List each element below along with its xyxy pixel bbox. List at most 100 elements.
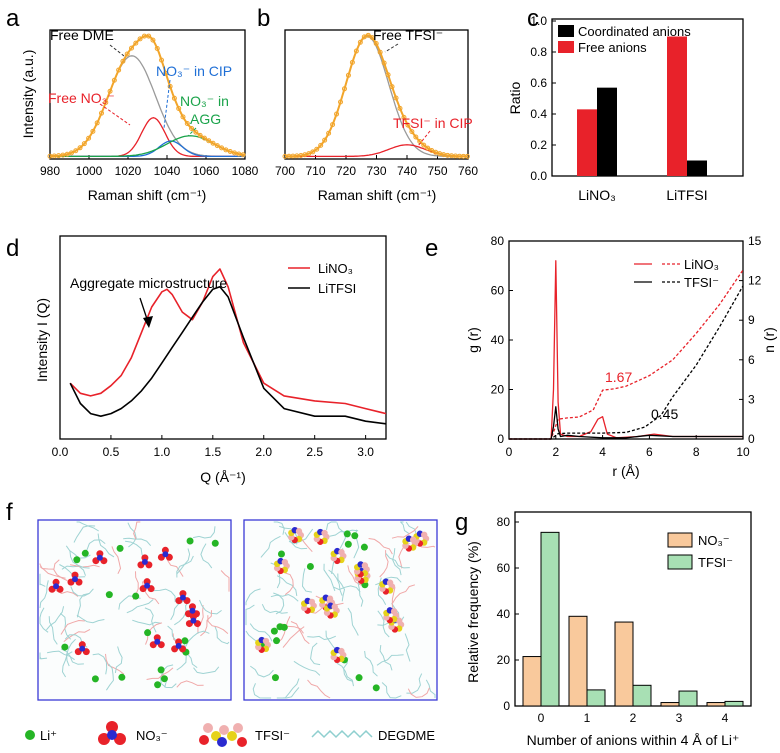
- curves-d: [69, 268, 387, 425]
- no3-nitrogen: [141, 558, 148, 565]
- li-ion: [132, 592, 140, 600]
- annotation-free-dme: Free DME: [50, 27, 114, 43]
- degdme-chain: [197, 605, 204, 634]
- bars-c: [577, 36, 707, 176]
- degdme-chain: [276, 575, 298, 596]
- annotation-1-67: 1.67: [605, 369, 632, 385]
- data-point-a: [124, 51, 130, 57]
- degdme-chain: [65, 545, 91, 559]
- degdme-chain: [214, 625, 230, 645]
- degdme-chain: [245, 588, 261, 606]
- y-tick-label-e-0: 0: [497, 432, 504, 446]
- x-tick-label-g-0: 0: [538, 711, 545, 725]
- no3-nitrogen: [53, 583, 60, 590]
- data-point-b: [381, 60, 387, 66]
- degdme-chain: [392, 548, 402, 576]
- li-ion: [160, 675, 168, 683]
- x-tick-label-g-2: 2: [630, 711, 637, 725]
- degdme-chain: [245, 604, 255, 626]
- degdme-chain: [328, 569, 343, 596]
- no3-nitrogen: [190, 617, 197, 624]
- data-point-a: [111, 77, 117, 83]
- data-point-b: [365, 32, 371, 38]
- x-tick-labels-b: 700 710 720 730 740 750 760: [275, 155, 478, 178]
- data-point-a: [206, 138, 212, 144]
- bar-g-tfsi-4: [724, 700, 744, 707]
- degdme-chain: [336, 662, 354, 687]
- degdme-chain: [126, 599, 154, 614]
- degdme-chain: [407, 687, 430, 698]
- li-ion: [270, 627, 278, 635]
- legend-label-free: Free anions: [578, 40, 647, 55]
- tfsi-atom: [390, 608, 398, 615]
- legend-label-no3-e: LiNO₃: [684, 257, 719, 272]
- degdme-chain: [391, 526, 419, 539]
- x-tick-label-d-0.5: 0.5: [103, 445, 120, 459]
- x-axis-label-e: r (Å): [612, 463, 639, 479]
- bar-g-tfsi-0: [540, 531, 560, 707]
- degdme-chain: [326, 521, 337, 530]
- degdme-chain: [48, 616, 58, 645]
- pointer-free-tfsi: [384, 43, 399, 53]
- data-point-a: [146, 33, 152, 39]
- category-label-linO3: LiNO₃: [578, 187, 616, 203]
- degdme-chain: [284, 572, 294, 596]
- arrow-aggregate-head: [143, 316, 153, 328]
- y2-tick-label-e-0: 0: [748, 432, 755, 446]
- data-point-b: [361, 34, 367, 40]
- data-point-b: [413, 134, 419, 140]
- li-ion: [306, 562, 314, 570]
- degdme-chain: [333, 585, 361, 593]
- tfsi-atom: [421, 531, 428, 538]
- data-point-a: [159, 57, 165, 63]
- bar-c-free-0: [577, 109, 597, 176]
- legend-label-tfsi-e: TFSI⁻: [684, 275, 719, 290]
- degdme-chain: [114, 646, 123, 673]
- degdme-chain: [39, 580, 49, 609]
- bar-g-tfsi-3: [678, 690, 698, 707]
- panel-label-b: b: [257, 5, 270, 32]
- panel-label-a: a: [6, 5, 20, 32]
- data-point-a: [193, 129, 199, 135]
- degdme-chain: [60, 648, 84, 665]
- annotation-no3-in: NO₃⁻ in: [180, 93, 229, 109]
- y-tick-label-g-80: 80: [497, 515, 511, 529]
- li-ion: [360, 543, 368, 551]
- degdme-chain: [379, 550, 389, 578]
- curve-d-litfsi: [69, 286, 387, 425]
- tfsi-atom: [331, 603, 338, 610]
- panel-label-d: d: [6, 235, 19, 262]
- annotation-tfsi-cip: TFSI⁻ in CIP: [393, 115, 473, 131]
- tfsi-atom: [281, 558, 289, 566]
- data-point-b: [409, 129, 415, 135]
- li-ion: [211, 539, 219, 547]
- data-point-b: [318, 142, 324, 148]
- y-tick-label-e-60: 60: [491, 284, 505, 298]
- tfsi-atom: [386, 579, 394, 586]
- x-tick-label-a-1040: 1040: [154, 164, 181, 178]
- degdme-chain: [105, 663, 114, 691]
- data-point-a: [240, 152, 246, 158]
- data-point-a: [98, 110, 104, 116]
- bar-c-coordinated-1: [687, 160, 707, 176]
- degdme-chain: [404, 633, 411, 662]
- bar-g-no3-3: [660, 702, 680, 707]
- degdme-chain: [273, 521, 285, 535]
- degdme-chain: [199, 599, 222, 615]
- degdme-chain: [76, 521, 99, 532]
- pointer-free-dme: [109, 44, 125, 57]
- y-tick-label-c-0.2: 0.2: [530, 138, 547, 152]
- plot-frame-a: [49, 29, 246, 160]
- data-point-b: [389, 84, 395, 90]
- degdme-chain: [39, 652, 48, 660]
- data-point-b: [401, 114, 407, 120]
- y-tick-label-c-1.0: 1.0: [530, 14, 547, 28]
- legend-label-degdme: DEGDME: [378, 728, 435, 743]
- curve-d-lino3: [69, 268, 387, 415]
- data-point-b: [425, 145, 431, 151]
- degdme-chain: [176, 680, 204, 688]
- degdme-chain: [293, 660, 321, 676]
- panel-label-f: f: [6, 499, 13, 526]
